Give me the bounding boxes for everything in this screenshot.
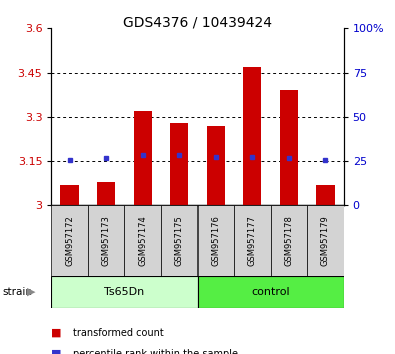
Text: GSM957176: GSM957176 [211, 215, 220, 266]
Text: GSM957173: GSM957173 [102, 215, 111, 266]
Bar [97, 182, 115, 205]
Bar [280, 90, 298, 205]
Text: GDS4376 / 10439424: GDS4376 / 10439424 [123, 16, 272, 30]
Bar [271, 205, 307, 276]
Bar [234, 205, 271, 276]
Bar [307, 205, 344, 276]
Bar [134, 111, 152, 205]
Text: strain: strain [2, 287, 32, 297]
Text: GSM957172: GSM957172 [65, 215, 74, 266]
Text: percentile rank within the sample: percentile rank within the sample [73, 349, 238, 354]
Bar [198, 276, 344, 308]
Text: ■: ■ [51, 328, 62, 338]
Text: ■: ■ [51, 349, 62, 354]
Bar [316, 185, 335, 205]
Bar [88, 205, 124, 276]
Bar [124, 205, 161, 276]
Text: GSM957179: GSM957179 [321, 215, 330, 266]
Bar [207, 126, 225, 205]
Bar [51, 205, 88, 276]
Bar [170, 123, 188, 205]
Bar [60, 185, 79, 205]
Text: Ts65Dn: Ts65Dn [104, 287, 145, 297]
Text: GSM957175: GSM957175 [175, 215, 184, 266]
Bar [243, 67, 261, 205]
Text: ▶: ▶ [27, 287, 36, 297]
Text: GSM957178: GSM957178 [284, 215, 293, 266]
Text: transformed count: transformed count [73, 328, 164, 338]
Text: GSM957177: GSM957177 [248, 215, 257, 266]
Text: GSM957174: GSM957174 [138, 215, 147, 266]
Bar [51, 276, 198, 308]
Bar [198, 205, 234, 276]
Text: control: control [251, 287, 290, 297]
Bar [161, 205, 198, 276]
